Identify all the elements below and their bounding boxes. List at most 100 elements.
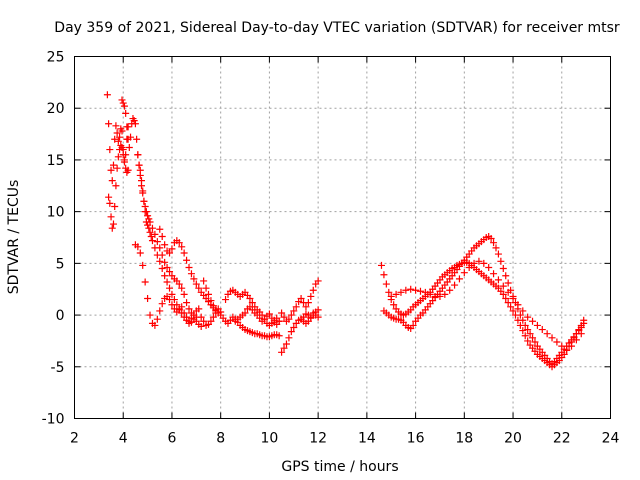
data-point bbox=[192, 280, 200, 288]
data-point bbox=[180, 249, 188, 257]
data-point bbox=[197, 322, 205, 330]
data-point bbox=[114, 137, 122, 145]
data-point bbox=[161, 241, 169, 249]
data-point bbox=[131, 120, 139, 128]
data-point bbox=[124, 166, 132, 174]
data-point bbox=[504, 279, 512, 287]
x-axis-label: GPS time / hours bbox=[281, 459, 398, 475]
data-point bbox=[168, 245, 176, 253]
data-point bbox=[490, 239, 498, 247]
data-point bbox=[519, 307, 527, 315]
y-axis-label: SDTVAR / TECUs bbox=[6, 180, 22, 295]
data-point bbox=[106, 146, 114, 154]
series-trace-c bbox=[118, 96, 205, 330]
data-point bbox=[436, 292, 444, 300]
data-point bbox=[577, 323, 585, 331]
data-point bbox=[521, 332, 529, 340]
data-point bbox=[113, 164, 121, 172]
data-point bbox=[524, 337, 532, 345]
data-point bbox=[166, 268, 174, 276]
data-point bbox=[139, 189, 147, 197]
data-point bbox=[241, 309, 249, 317]
data-point bbox=[519, 327, 527, 335]
grid bbox=[74, 56, 611, 419]
data-point bbox=[222, 296, 230, 304]
data-point bbox=[192, 313, 200, 321]
data-point bbox=[509, 295, 517, 303]
data-point bbox=[200, 317, 208, 325]
x-tick-label: 22 bbox=[553, 431, 571, 447]
data-point bbox=[309, 286, 317, 294]
data-point bbox=[465, 263, 473, 271]
data-point bbox=[563, 346, 571, 354]
data-point bbox=[470, 259, 478, 267]
data-point bbox=[421, 288, 429, 296]
data-point bbox=[538, 326, 546, 334]
data-point bbox=[499, 282, 507, 290]
data-point bbox=[282, 340, 290, 348]
data-point bbox=[568, 342, 576, 350]
data-points bbox=[103, 91, 588, 371]
data-point bbox=[168, 301, 176, 309]
data-point bbox=[178, 284, 186, 292]
data-point bbox=[136, 171, 144, 179]
x-tick-label: 6 bbox=[167, 431, 176, 447]
x-tick-label: 12 bbox=[309, 431, 327, 447]
data-point bbox=[114, 153, 122, 161]
data-point bbox=[112, 182, 120, 190]
data-point bbox=[485, 263, 493, 271]
data-point bbox=[441, 290, 449, 298]
data-point bbox=[280, 313, 288, 321]
data-point bbox=[380, 271, 388, 279]
data-point bbox=[146, 218, 154, 226]
data-point bbox=[183, 299, 191, 307]
data-point bbox=[558, 342, 566, 350]
data-point bbox=[141, 202, 149, 210]
data-point bbox=[524, 326, 532, 334]
data-point bbox=[105, 120, 113, 128]
y-tick-label: -5 bbox=[51, 360, 65, 376]
data-point bbox=[278, 309, 286, 317]
data-point bbox=[195, 284, 203, 292]
series-trace-h bbox=[222, 286, 283, 329]
data-point bbox=[248, 299, 256, 307]
data-point bbox=[529, 317, 537, 325]
data-point bbox=[416, 287, 424, 295]
series-trace-m bbox=[377, 258, 588, 371]
data-point bbox=[502, 272, 510, 280]
data-point bbox=[314, 313, 322, 321]
data-point bbox=[529, 334, 537, 342]
data-point bbox=[111, 135, 119, 143]
data-point bbox=[158, 300, 166, 308]
x-tick-label: 10 bbox=[260, 431, 278, 447]
y-tick-label: -10 bbox=[42, 412, 65, 428]
data-point bbox=[168, 290, 176, 298]
data-point bbox=[185, 263, 193, 271]
data-point bbox=[275, 332, 283, 340]
data-point bbox=[153, 315, 161, 323]
data-point bbox=[190, 275, 198, 283]
data-point bbox=[195, 305, 203, 313]
x-tick-label: 14 bbox=[358, 431, 376, 447]
data-point bbox=[307, 292, 315, 300]
data-point bbox=[112, 122, 120, 130]
data-point bbox=[504, 288, 512, 296]
data-point bbox=[138, 182, 145, 190]
data-point bbox=[180, 290, 188, 298]
data-point bbox=[446, 286, 454, 294]
data-point bbox=[103, 91, 111, 99]
data-point bbox=[187, 270, 195, 278]
data-point bbox=[246, 295, 254, 303]
data-point bbox=[543, 330, 551, 338]
data-point bbox=[141, 278, 149, 286]
data-point bbox=[158, 265, 166, 273]
data-point bbox=[118, 127, 126, 135]
data-point bbox=[314, 277, 322, 285]
data-point bbox=[134, 243, 142, 251]
data-point bbox=[119, 151, 127, 159]
data-point bbox=[118, 96, 126, 104]
data-point bbox=[145, 215, 153, 223]
data-point bbox=[113, 129, 121, 137]
data-point bbox=[175, 280, 183, 288]
